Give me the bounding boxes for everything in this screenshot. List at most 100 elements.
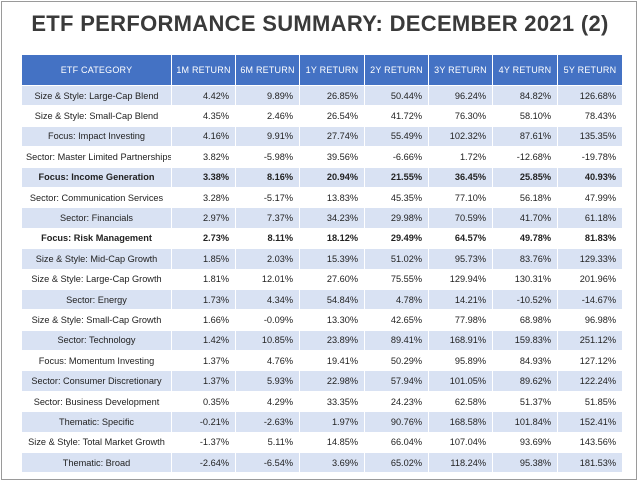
table-row: Size & Style: Large-Cap Growth 1.81% 12.01…: [21, 268, 623, 290]
return-cell: 45.35%: [364, 186, 429, 209]
return-cell: 159.83%: [492, 329, 558, 352]
return-cell: 51.02%: [364, 248, 429, 270]
return-cell: 84.93%: [492, 350, 558, 372]
return-cell: 89.62%: [492, 370, 558, 392]
return-cell: 129.33%: [557, 248, 623, 270]
table-row: Size & Style: Total Market Growth -1.37% 5…: [21, 431, 623, 454]
return-cell: 66.04%: [364, 431, 429, 454]
return-cell: 21.55%: [364, 166, 429, 188]
table-row: Sector: Business Development 0.35% 4.29% 33…: [21, 390, 623, 413]
return-cell: 50.29%: [364, 350, 429, 372]
return-cell: 3.38%: [171, 166, 236, 188]
return-cell: 4.42%: [171, 84, 236, 107]
return-cell: 61.18%: [557, 207, 623, 229]
return-cell: 64.57%: [428, 227, 493, 250]
return-cell: -2.63%: [235, 411, 300, 433]
return-cell: 4.76%: [235, 350, 300, 372]
return-cell: 101.05%: [428, 370, 493, 392]
return-cell: 1.37%: [171, 370, 236, 392]
column-header-5y: 5Y RETURN: [557, 54, 623, 86]
return-cell: 40.93%: [557, 166, 623, 188]
return-cell: -6.54%: [235, 452, 300, 474]
return-cell: 127.12%: [557, 350, 623, 372]
return-cell: 41.70%: [492, 207, 558, 229]
return-cell: 3.28%: [171, 186, 236, 209]
return-cell: 65.02%: [364, 452, 429, 474]
return-cell: 26.85%: [299, 84, 365, 107]
return-cell: 96.24%: [428, 84, 493, 107]
return-cell: 1.85%: [171, 248, 236, 270]
column-header-category: ETF CATEGORY: [21, 54, 172, 86]
category-cell: Thematic: Broad: [21, 452, 172, 474]
table-row: Sector: Financials 2.97% 7.37% 34.23% 29.98%…: [21, 207, 623, 229]
return-cell: 58.10%: [492, 105, 558, 127]
return-cell: 76.30%: [428, 105, 493, 127]
category-cell: Size & Style: Mid-Cap Growth: [21, 248, 172, 270]
return-cell: 14.85%: [299, 431, 365, 454]
return-cell: 56.18%: [492, 186, 558, 209]
return-cell: 2.73%: [171, 227, 236, 250]
table-row: Size & Style: Small-Cap Blend 4.35% 2.46% 2…: [21, 105, 623, 127]
header-row: ETF CATEGORY 1M RETURN 6M RETURN 1Y RETU…: [21, 54, 623, 86]
return-cell: 168.91%: [428, 329, 493, 352]
return-cell: 107.04%: [428, 431, 493, 454]
return-cell: 96.98%: [557, 309, 623, 331]
return-cell: 101.84%: [492, 411, 558, 433]
return-cell: -12.68%: [492, 146, 558, 168]
return-cell: 102.32%: [428, 125, 493, 148]
return-cell: 34.23%: [299, 207, 365, 229]
column-header-3y: 3Y RETURN: [428, 54, 493, 86]
page-title: ETF PERFORMANCE SUMMARY: DECEMBER 2021 (…: [31, 11, 609, 36]
return-cell: -0.09%: [235, 309, 300, 331]
return-cell: 8.16%: [235, 166, 300, 188]
return-cell: 122.24%: [557, 370, 623, 392]
return-cell: 95.89%: [428, 350, 493, 372]
return-cell: 29.98%: [364, 207, 429, 229]
return-cell: 2.46%: [235, 105, 300, 127]
table-row: Sector: Technology 1.42% 10.85% 23.89% 89.41…: [21, 329, 623, 352]
table-row: Focus: Risk Management 2.73% 8.11% 18.12% 29…: [21, 227, 623, 250]
return-cell: 12.01%: [235, 268, 300, 290]
return-cell: 49.78%: [492, 227, 558, 250]
return-cell: 1.72%: [428, 146, 493, 168]
return-cell: 181.53%: [557, 452, 623, 474]
return-cell: 135.35%: [557, 125, 623, 148]
return-cell: 29.49%: [364, 227, 429, 250]
return-cell: -0.21%: [171, 411, 236, 433]
return-cell: 4.34%: [235, 288, 300, 311]
return-cell: 2.97%: [171, 207, 236, 229]
return-cell: -10.52%: [492, 288, 558, 311]
return-cell: 130.31%: [492, 268, 558, 290]
return-cell: 251.12%: [557, 329, 623, 352]
table-row: Focus: Income Generation 3.38% 8.16% 20.94%…: [21, 166, 623, 188]
return-cell: -6.66%: [364, 146, 429, 168]
return-cell: 68.98%: [492, 309, 558, 331]
table-row: Size & Style: Large-Cap Blend 4.42% 9.89% 2…: [21, 84, 623, 107]
return-cell: 19.41%: [299, 350, 365, 372]
performance-table: ETF CATEGORY 1M RETURN 6M RETURN 1Y RETU…: [21, 54, 623, 474]
return-cell: 4.16%: [171, 125, 236, 148]
return-cell: 50.44%: [364, 84, 429, 107]
table-row: Sector: Master Limited Partnerships 3.82%…: [21, 146, 623, 168]
return-cell: 7.37%: [235, 207, 300, 229]
return-cell: 15.39%: [299, 248, 365, 270]
category-cell: Focus: Income Generation: [21, 166, 172, 188]
return-cell: 14.21%: [428, 288, 493, 311]
return-cell: 168.58%: [428, 411, 493, 433]
return-cell: -1.37%: [171, 431, 236, 454]
return-cell: 13.30%: [299, 309, 365, 331]
return-cell: 39.56%: [299, 146, 365, 168]
return-cell: 95.73%: [428, 248, 493, 270]
return-cell: 126.68%: [557, 84, 623, 107]
table-row: Sector: Energy 1.73% 4.34% 54.84% 4.78% 14.21…: [21, 288, 623, 311]
return-cell: 93.69%: [492, 431, 558, 454]
column-header-1y: 1Y RETURN: [299, 54, 365, 86]
table-row: Size & Style: Small-Cap Growth 1.66% -0.09…: [21, 309, 623, 331]
return-cell: 201.96%: [557, 268, 623, 290]
category-cell: Focus: Risk Management: [21, 227, 172, 250]
return-cell: 1.37%: [171, 350, 236, 372]
return-cell: 0.35%: [171, 390, 236, 413]
return-cell: 8.11%: [235, 227, 300, 250]
return-cell: 54.84%: [299, 288, 365, 311]
category-cell: Sector: Business Development: [21, 390, 172, 413]
